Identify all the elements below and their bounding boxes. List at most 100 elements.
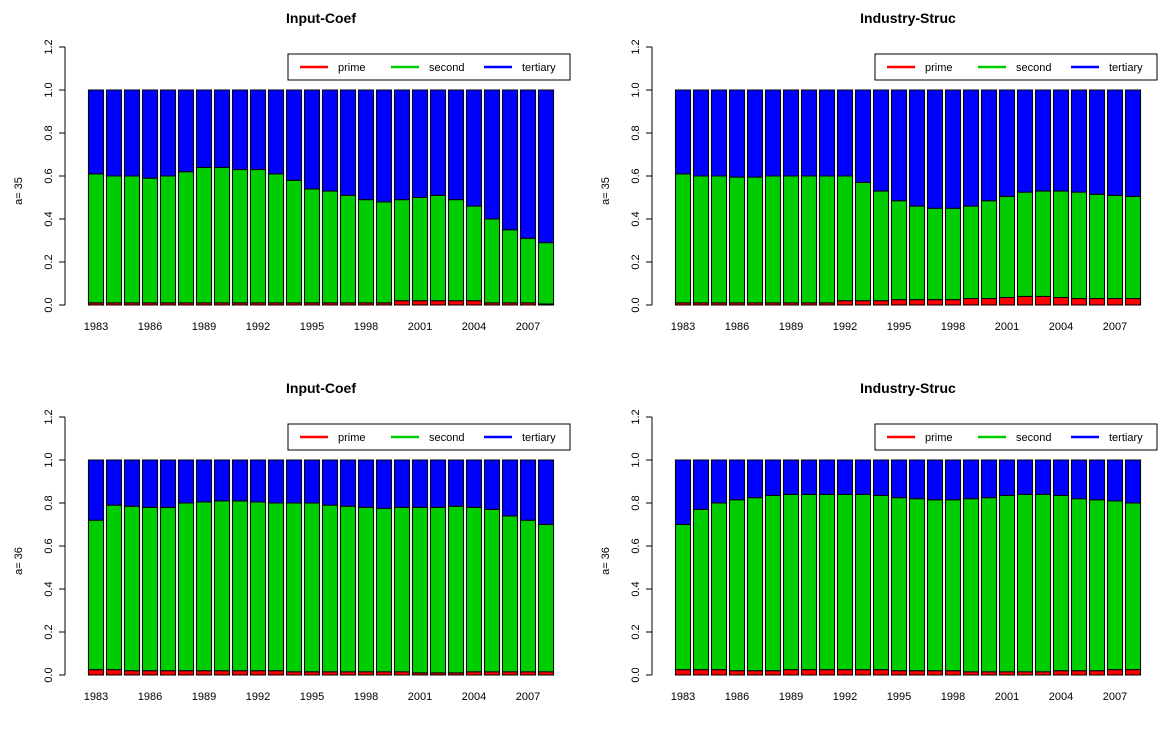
bar-stack-1983 (674, 459, 692, 676)
y-tick-label: 1.0 (43, 82, 55, 97)
bar-segment-tertiary (1088, 89, 1106, 195)
bar-segment-tertiary (483, 89, 501, 220)
stacked-bar-chart: Industry-Struc a= 36 0.0 0.2 0.4 0.6 0.8 1.0 1.2… (600, 380, 1158, 703)
bar-segment-tertiary (836, 459, 854, 495)
y-tick-label: 0.8 (630, 125, 642, 140)
bar-stack-2001 (411, 89, 429, 306)
bar-segment-tertiary (692, 89, 710, 177)
bar-segment-second (303, 188, 321, 304)
bar-segment-tertiary (177, 459, 195, 504)
bar-stack-1984 (105, 459, 123, 676)
bar-segment-second (908, 498, 926, 672)
bar-segment-prime (926, 670, 944, 676)
bar-stack-1989 (195, 89, 213, 306)
bar-stack-2004 (465, 459, 483, 676)
x-tick-label: 1992 (833, 691, 857, 703)
bar-segment-prime (1070, 670, 1088, 676)
bar-stack-2003 (1034, 459, 1052, 676)
bar-segment-tertiary (213, 89, 231, 168)
bar-stack-1999 (962, 459, 980, 676)
bar-stack-1997 (339, 459, 357, 676)
bar-segment-second (800, 493, 818, 671)
bar-segment-tertiary (926, 89, 944, 209)
legend-label-second: second (429, 62, 464, 74)
bar-segment-tertiary (854, 459, 872, 495)
y-tick-label: 0.0 (43, 667, 55, 682)
bar-segment-prime (87, 669, 105, 676)
bar-segment-second (710, 502, 728, 671)
y-tick-label: 0.2 (630, 254, 642, 269)
bar-segment-tertiary (746, 89, 764, 178)
bar-segment-tertiary (249, 459, 267, 503)
chart-title: Input-Coef (286, 10, 356, 26)
bar-stack-1993 (267, 459, 285, 676)
legend: prime second tertiary (287, 423, 571, 451)
y-tick-label: 1.0 (43, 452, 55, 467)
bar-stack-2008 (1124, 89, 1142, 306)
bar-stack-2007 (519, 459, 537, 676)
bar-segment-tertiary (159, 89, 177, 177)
bar-stack-1997 (339, 89, 357, 306)
bar-segment-prime (447, 300, 465, 306)
bar-segment-second (1016, 191, 1034, 297)
bar-segment-tertiary (872, 89, 890, 192)
bar-stack-1995 (303, 89, 321, 306)
y-tick-label: 0.6 (43, 538, 55, 553)
bar-segment-tertiary (285, 459, 303, 504)
bar-segment-prime (908, 670, 926, 676)
bar-segment-second (800, 175, 818, 304)
bar-segment-tertiary (1088, 459, 1106, 501)
bar-stack-2007 (519, 89, 537, 306)
bar-segment-second (321, 190, 339, 304)
bar-segment-second (213, 500, 231, 672)
bar-segment-second (746, 497, 764, 672)
x-tick-label: 1992 (833, 321, 857, 333)
bar-segment-second (674, 524, 692, 671)
bar-segment-prime (1016, 295, 1034, 306)
bar-segment-second (483, 218, 501, 304)
bar-segment-prime (836, 300, 854, 306)
bar-segment-tertiary (141, 459, 159, 508)
y-tick-label: 0.0 (630, 667, 642, 682)
bar-segment-second (764, 175, 782, 304)
bar-segment-tertiary (1016, 459, 1034, 495)
bar-segment-tertiary (998, 459, 1016, 496)
bar-segment-second (818, 175, 836, 304)
bar-segment-tertiary (321, 459, 339, 506)
bar-segment-prime (411, 300, 429, 306)
y-tick-label: 0.0 (630, 297, 642, 312)
bar-stack-1988 (764, 459, 782, 676)
bar-segment-second (1052, 494, 1070, 672)
bar-segment-prime (890, 299, 908, 306)
bar-segment-prime (231, 670, 249, 676)
bar-segment-tertiary (339, 459, 357, 507)
bar-segment-tertiary (501, 459, 519, 517)
bar-segment-tertiary (800, 89, 818, 177)
y-axis-label: a= 36 (13, 547, 25, 575)
bar-segment-prime (105, 669, 123, 676)
bar-stack-1990 (800, 459, 818, 676)
bar-segment-tertiary (764, 459, 782, 496)
bar-stack-2002 (1016, 89, 1034, 306)
bar-segment-prime (908, 299, 926, 306)
bar-segment-tertiary (159, 459, 177, 508)
bar-stack-1993 (854, 89, 872, 306)
bar-segment-tertiary (537, 459, 555, 525)
bar-stack-1991 (231, 89, 249, 306)
bar-segment-tertiary (998, 89, 1016, 197)
bar-segment-second (1034, 190, 1052, 297)
x-tick-label: 1992 (246, 691, 270, 703)
bar-segment-prime (818, 669, 836, 676)
bar-segment-second (537, 524, 555, 673)
bar-stack-1991 (818, 459, 836, 676)
bar-segment-tertiary (872, 459, 890, 496)
bar-stack-1988 (177, 459, 195, 676)
bar-segment-prime (836, 669, 854, 676)
bar-stack-1983 (674, 89, 692, 306)
bar-stack-1990 (800, 89, 818, 306)
bar-segment-second (195, 501, 213, 672)
bar-stack-2003 (1034, 89, 1052, 306)
bar-stack-2001 (998, 89, 1016, 306)
bar-segment-prime (465, 300, 483, 306)
x-tick-label: 1983 (84, 691, 108, 703)
